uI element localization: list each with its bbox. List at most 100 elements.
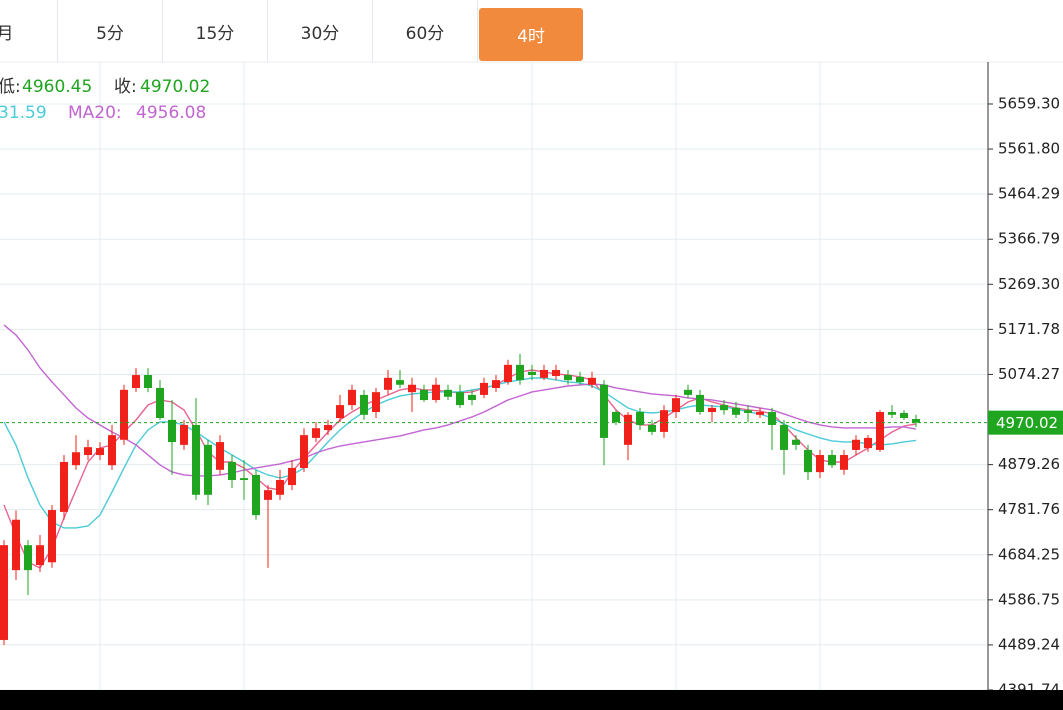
candle-body (120, 389, 128, 440)
candle-body (792, 439, 800, 445)
candle-body (540, 369, 548, 378)
candle-body (528, 371, 536, 376)
candle-body (84, 447, 92, 456)
y-tick-label: 5464.29 (998, 185, 1060, 203)
candle-body (228, 461, 236, 480)
candle-body (612, 412, 620, 423)
candle-body (168, 419, 176, 443)
y-tick-label: 4684.25 (998, 545, 1060, 563)
candle-body (744, 410, 752, 413)
candle-body (456, 392, 464, 406)
candle-body (636, 412, 644, 425)
candle-body (588, 377, 596, 385)
y-tick-label: 5561.80 (998, 140, 1060, 158)
candle-body (684, 389, 692, 395)
candle-body (108, 435, 116, 466)
candle-body (804, 449, 812, 473)
ma20-label: MA20: (68, 103, 122, 123)
candle-body (552, 369, 560, 376)
candle-body (840, 455, 848, 470)
candle-body (348, 389, 356, 406)
candle-body (240, 478, 248, 480)
candle-body (408, 384, 416, 393)
candle-body (384, 377, 392, 390)
candle-body (876, 412, 884, 450)
candle-body (600, 384, 608, 438)
candle-body (780, 424, 788, 450)
candle-body (852, 439, 860, 450)
candle-body (504, 364, 512, 382)
y-tick-label: 5659.30 (998, 94, 1060, 112)
candle-body (864, 437, 872, 449)
candle-body (180, 424, 188, 445)
y-tick-label: 4489.24 (998, 635, 1060, 653)
candle-body (132, 375, 140, 388)
candle-body (144, 375, 152, 388)
candle-body (492, 380, 500, 388)
y-tick-label: 5074.27 (998, 365, 1060, 383)
period-tab[interactable]: 60分 (373, 0, 478, 62)
candle-body (96, 448, 104, 456)
candle-body (480, 382, 488, 395)
candle-body (204, 444, 212, 495)
candle-body (888, 412, 896, 415)
candle-body (24, 545, 32, 571)
candle-body (288, 467, 296, 486)
y-tick-label: 4586.75 (998, 590, 1060, 608)
candle-body (732, 407, 740, 415)
ma10-value: 31.59 (0, 103, 47, 123)
y-tick-label: 5366.79 (998, 230, 1060, 248)
candle-body (624, 414, 632, 445)
candle-body (60, 461, 68, 512)
candle-body (564, 375, 572, 381)
period-tab[interactable]: 5分 (58, 0, 163, 62)
candle-body (336, 405, 344, 419)
candle-body (432, 384, 440, 401)
candle-body (396, 380, 404, 385)
period-tab[interactable]: 4时 (479, 8, 583, 61)
y-tick-label: 4781.76 (998, 500, 1060, 518)
candle-body (768, 412, 776, 425)
last-price-label: 4970.02 (996, 414, 1058, 432)
last-price-box (988, 410, 1063, 435)
candle-body (756, 412, 764, 415)
y-tick-label: 5269.30 (998, 275, 1060, 293)
candle-body (252, 474, 260, 516)
candle-body (324, 424, 332, 431)
candle-body (576, 376, 584, 382)
candle-body (276, 479, 284, 495)
bottom-bar (0, 690, 1063, 710)
period-tab[interactable]: 15分 (163, 0, 268, 62)
candle-body (72, 452, 80, 466)
candle-body (216, 442, 224, 470)
candle-body (420, 389, 428, 401)
candle-body (48, 510, 56, 563)
candle-body (444, 389, 452, 397)
candle-body (468, 394, 476, 401)
candle-body (648, 424, 656, 432)
y-tick-label: 4879.26 (998, 455, 1060, 473)
low-value: 4960.45 (22, 77, 92, 97)
candle-body (0, 545, 8, 640)
candle-body (36, 545, 44, 566)
candle-body (708, 407, 716, 413)
candle-body (516, 364, 524, 381)
candle-body (900, 412, 908, 419)
candle-body (192, 424, 200, 495)
candle-body (696, 394, 704, 413)
candle-body (360, 394, 368, 415)
candle-body (660, 410, 668, 432)
candle-body (300, 435, 308, 468)
candle-body (720, 405, 728, 411)
candle-body (672, 398, 680, 413)
period-tab[interactable]: 30分 (268, 0, 373, 62)
period-tab[interactable]: 月 (0, 0, 58, 62)
close-label: 收: (114, 77, 137, 97)
y-tick-label: 5171.78 (998, 320, 1060, 338)
candle-body (312, 428, 320, 438)
candle-body (816, 455, 824, 473)
candle-body (372, 392, 380, 413)
candle-body (156, 387, 164, 419)
